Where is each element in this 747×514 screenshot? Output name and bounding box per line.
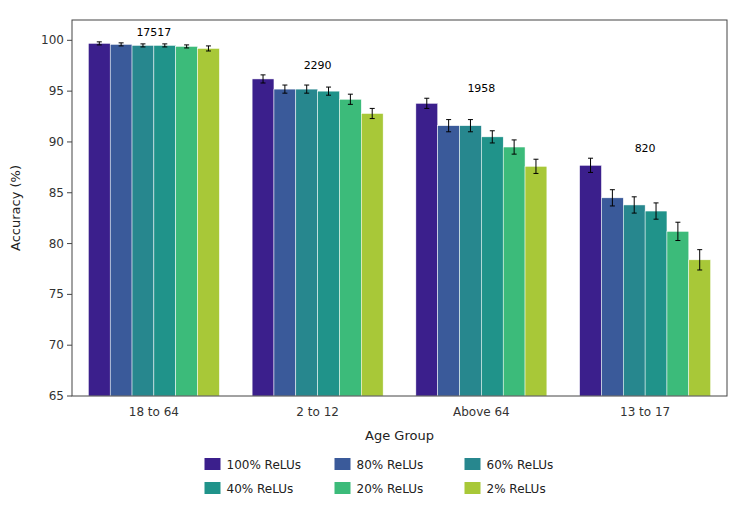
error-bar [610, 190, 615, 206]
bar [645, 211, 667, 396]
legend-label: 100% ReLUs [227, 458, 301, 472]
y-axis-label: Accuracy (%) [8, 165, 23, 251]
bar [296, 89, 318, 396]
x-tick-label: 18 to 64 [129, 405, 179, 419]
bar [667, 231, 689, 396]
bar [601, 198, 623, 396]
error-bar [512, 140, 517, 154]
y-tick [67, 91, 72, 92]
legend-swatch [335, 458, 351, 470]
sample-size: 17517 [136, 26, 171, 39]
error-bars [97, 42, 702, 270]
legend-swatch [205, 482, 221, 494]
bar [132, 45, 154, 396]
error-bar [261, 75, 266, 83]
legend-label: 60% ReLUs [487, 458, 554, 472]
bar [689, 260, 711, 396]
error-bar [490, 131, 495, 143]
y-tick [67, 396, 72, 397]
y-tick [67, 345, 72, 346]
error-bar [326, 87, 331, 95]
y-tick [67, 294, 72, 295]
y-tick-label: 95 [49, 84, 64, 98]
bar [361, 113, 383, 396]
legend-swatch [205, 458, 221, 470]
error-bar [654, 203, 659, 219]
error-bar [304, 85, 309, 93]
legend: 100% ReLUs 80% ReLUs 60% ReLUs 40% ReLUs 20%… [205, 458, 554, 496]
legend-swatch [335, 482, 351, 494]
error-bar [282, 85, 287, 93]
bar [339, 99, 361, 396]
y-tick-label: 80 [49, 237, 64, 251]
legend-label: 20% ReLUs [357, 482, 424, 496]
legend-swatch [465, 482, 481, 494]
error-bar [632, 197, 637, 213]
y-tick-label: 65 [49, 389, 64, 403]
y-tick [67, 192, 72, 193]
sample-size: 2290 [304, 59, 332, 72]
bar [580, 165, 602, 396]
bar [460, 126, 482, 396]
x-tick-label: 13 to 17 [620, 405, 670, 419]
bar [438, 126, 460, 396]
sample-size: 820 [635, 142, 656, 155]
y-tick [67, 141, 72, 142]
y-tick-label: 70 [49, 338, 64, 352]
error-bar [424, 98, 429, 108]
error-bar [184, 45, 189, 48]
error-bar [140, 44, 145, 47]
bar [176, 46, 198, 396]
bar [198, 48, 220, 396]
y-tick-label: 75 [49, 287, 64, 301]
y-tick [67, 40, 72, 41]
bar [623, 205, 645, 396]
bar [110, 44, 132, 396]
error-bar [370, 108, 375, 118]
error-bar [162, 44, 167, 47]
x-tick-label: Above 64 [453, 405, 510, 419]
bar [154, 45, 176, 396]
error-bar [348, 94, 353, 104]
bar [525, 166, 547, 396]
bar [88, 43, 110, 396]
plot-frame [72, 20, 727, 396]
error-bar [119, 43, 124, 46]
y-tick [67, 243, 72, 244]
error-bar [588, 158, 593, 172]
legend-label: 2% ReLUs [487, 482, 546, 496]
chart: 65 70 75 80 85 90 95 100 17517 2290 1958 820 18 to 6… [0, 0, 747, 514]
sample-size: 1958 [467, 82, 495, 95]
legend-swatch [465, 458, 481, 470]
bar [481, 137, 503, 396]
error-bar [468, 120, 473, 132]
error-bar [446, 120, 451, 132]
y-tick-label: 90 [49, 135, 64, 149]
bar [252, 79, 274, 396]
x-axis-label: Age Group [365, 428, 434, 443]
error-bar [97, 42, 102, 45]
error-bar [206, 46, 211, 51]
error-bar [697, 250, 702, 270]
y-tick-label: 100 [41, 33, 64, 47]
error-bar [533, 159, 538, 173]
legend-label: 80% ReLUs [357, 458, 424, 472]
legend-label: 40% ReLUs [227, 482, 294, 496]
error-bar [675, 222, 680, 240]
y-tick-label: 85 [49, 186, 64, 200]
bar [318, 91, 340, 396]
bar [416, 103, 438, 396]
bar [503, 147, 525, 396]
bar [274, 89, 296, 396]
bars [88, 43, 710, 396]
x-tick-label: 2 to 12 [296, 405, 339, 419]
